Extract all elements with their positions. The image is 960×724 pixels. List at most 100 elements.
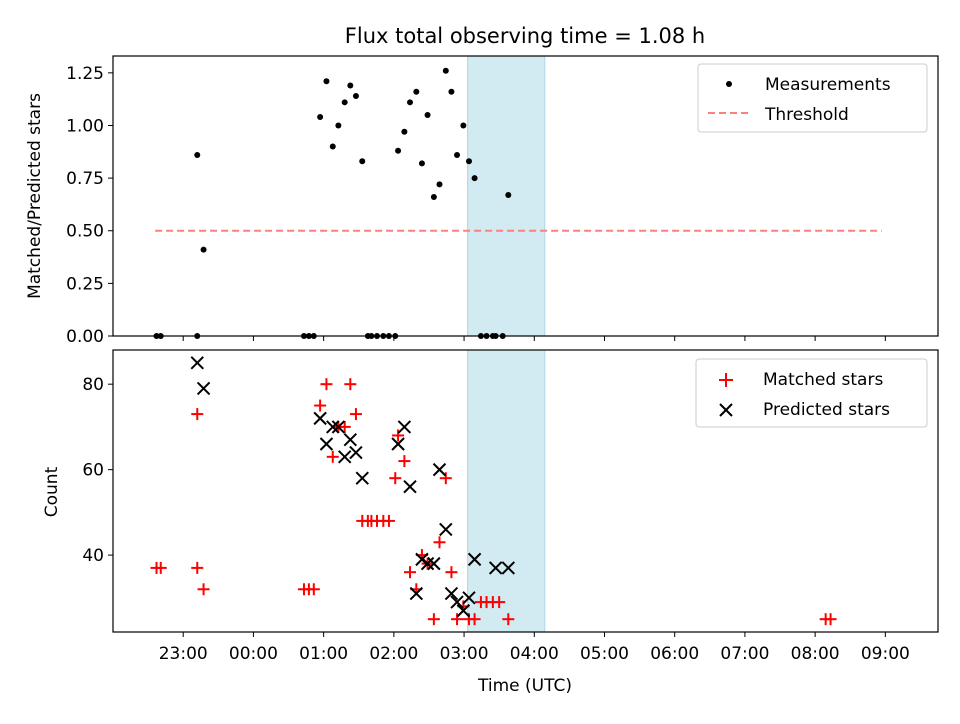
- predicted-star-point: [397, 420, 412, 434]
- predicted-star-point: [409, 586, 424, 601]
- predicted-star-point: [444, 586, 459, 601]
- y-tick-label: 1.25: [66, 64, 104, 84]
- predicted-star-point: [467, 552, 482, 567]
- x-tick-label: 02:00: [369, 644, 418, 664]
- matched-star-point: [427, 613, 440, 626]
- matched-star-point: [320, 378, 333, 391]
- x-tick-label: 05:00: [580, 644, 629, 664]
- legend-matched-marker: [719, 373, 733, 387]
- legend-threshold-label: Threshold: [764, 105, 849, 125]
- y-tick-label: 0.75: [66, 169, 104, 189]
- matched-star-point: [382, 514, 395, 527]
- predicted-star-point: [331, 420, 346, 434]
- y-tick-label: 80: [82, 375, 104, 395]
- bottom-panel-counts: 40 60 80 23:00 00:00 01:00 02:00 03:00 04:00 05:…: [42, 349, 939, 696]
- x-tick-label: 06:00: [650, 644, 699, 664]
- measurement-point: [359, 158, 366, 165]
- chart-title: Flux total observing time = 1.08 h: [345, 24, 705, 48]
- measurement-point: [442, 67, 449, 74]
- measurement-point: [407, 99, 413, 106]
- predicted-star-point: [439, 522, 453, 537]
- x-axis-label: Time (UTC): [477, 676, 572, 696]
- measurement-point: [418, 160, 425, 167]
- y-tick-label: 40: [82, 546, 104, 566]
- x-tick-label: 03:00: [440, 644, 489, 664]
- top-y-axis-label: Matched/Predicted stars: [25, 93, 45, 299]
- measurement-point: [430, 194, 437, 201]
- measurement-point: [317, 114, 324, 121]
- measurement-point: [436, 181, 443, 188]
- x-tick-label: 23:00: [159, 644, 208, 664]
- legend-measurements-label: Measurements: [765, 75, 891, 95]
- measurement-point: [200, 246, 207, 253]
- predicted-star-point: [343, 433, 358, 447]
- x-tick-label: 07:00: [720, 644, 769, 664]
- matched-star-point: [392, 429, 405, 442]
- y-tick-label: 0.25: [66, 274, 104, 294]
- bottom-panel-frame: [112, 349, 939, 633]
- x-tick-label: 00:00: [229, 644, 278, 664]
- matched-star-point: [154, 561, 167, 574]
- measurement-point: [454, 151, 461, 158]
- y-tick-label: 1.00: [66, 116, 104, 136]
- bottom-legend: Matched stars Predicted stars: [695, 358, 928, 428]
- top-panel-ratio: 0.00 0.25 0.50 0.75 1.00 1.25 Matched/Predict…: [25, 55, 939, 347]
- predicted-star-point: [450, 595, 464, 609]
- matched-star-point: [314, 399, 327, 412]
- predicted-star-point: [420, 556, 435, 571]
- predicted-star-point: [488, 561, 503, 575]
- x-tick-label: 09:00: [861, 644, 910, 664]
- matched-star-point: [398, 455, 411, 468]
- y-tick-label: 60: [82, 461, 104, 481]
- matched-star-point: [191, 561, 204, 574]
- predicted-star-point: [190, 356, 204, 370]
- predicted-star-point: [432, 462, 447, 477]
- y-tick-label: 0.00: [66, 327, 104, 347]
- predicted-star-point: [355, 471, 369, 485]
- observing-window-shade: [467, 349, 546, 633]
- matched-star-point: [433, 536, 446, 549]
- predicted-star-point: [337, 450, 352, 464]
- matched-star-point: [502, 613, 515, 626]
- matched-star-point: [344, 378, 357, 391]
- legend-predicted-label: Predicted stars: [763, 400, 890, 420]
- matched-star-point: [197, 583, 210, 596]
- measurement-point: [323, 78, 330, 85]
- matched-star-point: [468, 613, 481, 626]
- predicted-star-point: [196, 381, 211, 396]
- measurement-point: [448, 88, 455, 95]
- predicted-star-point: [501, 561, 516, 575]
- top-legend: Measurements Threshold: [697, 63, 928, 133]
- legend-matched-label: Matched stars: [763, 370, 883, 390]
- predicted-star-point: [326, 420, 340, 434]
- measurement-point: [352, 93, 359, 99]
- measurement-point: [395, 147, 402, 154]
- matched-star-point: [307, 583, 320, 596]
- predicted-star-point: [319, 437, 334, 451]
- measurement-point: [401, 128, 408, 135]
- matched-star-point: [349, 408, 362, 421]
- measurement-point: [465, 158, 472, 165]
- matched-star-point: [445, 566, 458, 579]
- top-legend-box: [697, 63, 928, 133]
- measurement-point: [335, 122, 342, 129]
- y-tick-label: 0.50: [66, 222, 104, 242]
- measurement-point: [471, 175, 478, 182]
- matched-star-point: [824, 613, 837, 626]
- matched-star-point: [439, 472, 452, 485]
- measurement-point: [424, 111, 431, 118]
- bottom-legend-box: [695, 358, 928, 428]
- top-panel-frame: [112, 55, 939, 337]
- matched-star-point: [493, 596, 506, 609]
- matched-star-point: [389, 472, 402, 485]
- predicted-star-point: [462, 591, 476, 605]
- x-tick-label: 04:00: [510, 644, 559, 664]
- matched-star-point: [338, 420, 351, 433]
- measurement-point: [505, 191, 512, 198]
- legend-measurements-marker: [726, 81, 732, 87]
- predicted-star-point: [427, 556, 441, 571]
- predicted-star-point: [313, 411, 327, 426]
- x-tick-label: 01:00: [299, 644, 348, 664]
- predicted-star-point: [349, 445, 363, 460]
